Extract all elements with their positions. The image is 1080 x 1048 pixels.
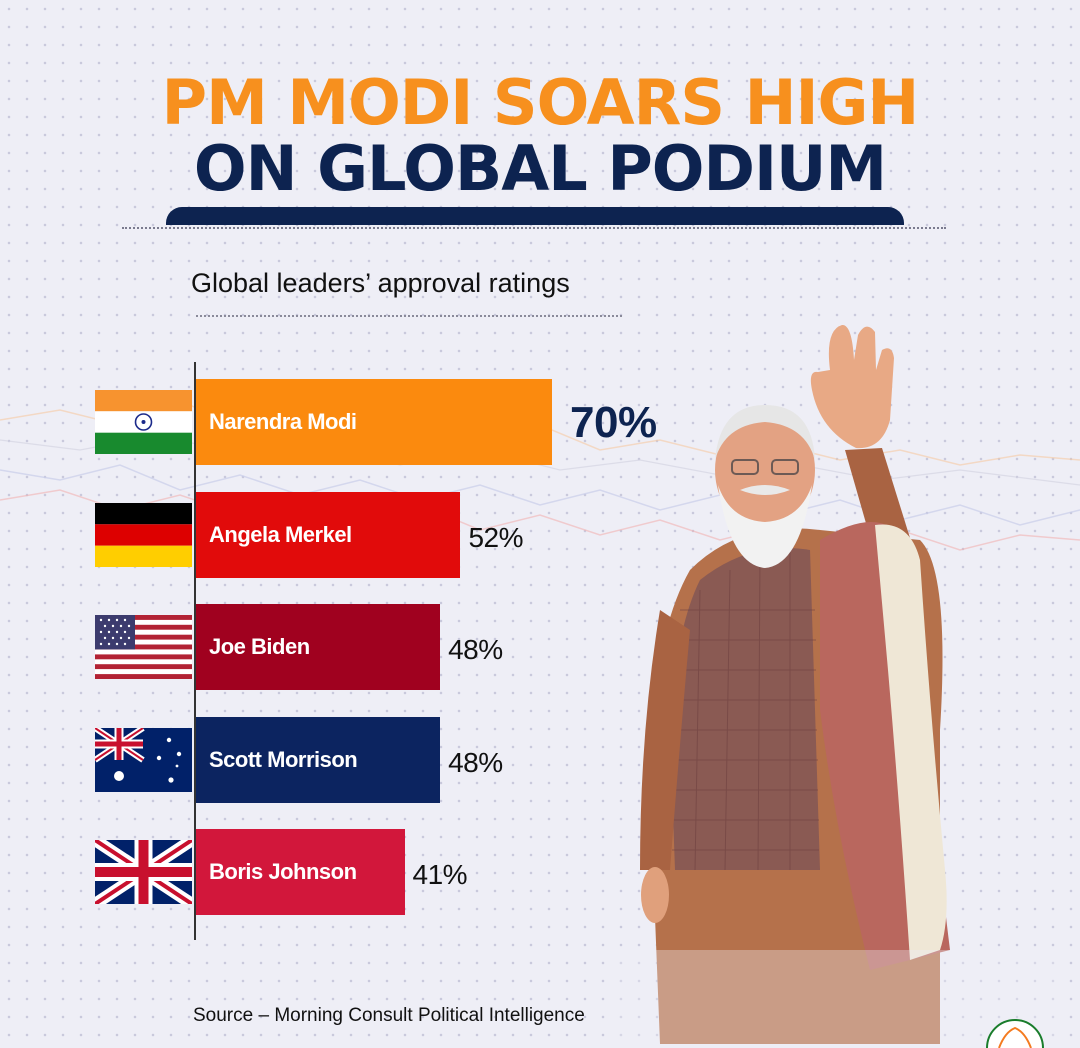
source-note: Source – Morning Consult Political Intel… <box>193 1005 585 1026</box>
subtitle-dotted-divider <box>196 315 622 317</box>
title-line-1: PM MODI SOARS HIGH <box>161 66 920 139</box>
title-underline-bar <box>166 207 904 225</box>
bar-joe-biden: Joe Biden <box>196 604 441 690</box>
bar-scott-morrison: Scott Morrison <box>196 716 441 803</box>
bar-label-angela-merkel: Angela Merkel <box>209 521 352 547</box>
india-flag-icon <box>95 390 192 454</box>
party-logo-icon <box>986 1019 1044 1048</box>
value-label-joe-biden: 48% <box>448 634 503 665</box>
value-label-angela-merkel: 52% <box>468 521 523 553</box>
value-label-narendra-modi: 70% <box>570 398 657 447</box>
bar-label-boris-johnson: Boris Johnson <box>209 859 357 884</box>
bar-label-narendra-modi: Narendra Modi <box>209 409 357 434</box>
title-line-2: ON GLOBAL PODIUM <box>193 132 887 205</box>
chart-subtitle: Global leaders’ approval ratings <box>191 268 570 298</box>
dotted-divider <box>122 227 946 229</box>
bar-label-joe-biden: Joe Biden <box>209 634 310 659</box>
germany-flag-icon <box>95 502 192 567</box>
bar-angela-merkel: Angela Merkel <box>196 491 461 578</box>
bar-boris-johnson: Boris Johnson <box>196 829 405 915</box>
chart-axis-line <box>194 362 196 940</box>
usa-flag-icon <box>95 615 192 679</box>
value-label-boris-johnson: 41% <box>412 859 468 890</box>
bar-label-scott-morrison: Scott Morrison <box>209 746 358 772</box>
bar-narendra-modi: Narendra Modi <box>196 379 552 465</box>
leader-portrait <box>620 324 1060 1044</box>
uk-flag-icon <box>95 840 192 904</box>
value-label-scott-morrison: 48% <box>448 746 503 778</box>
australia-flag-icon <box>95 727 192 792</box>
